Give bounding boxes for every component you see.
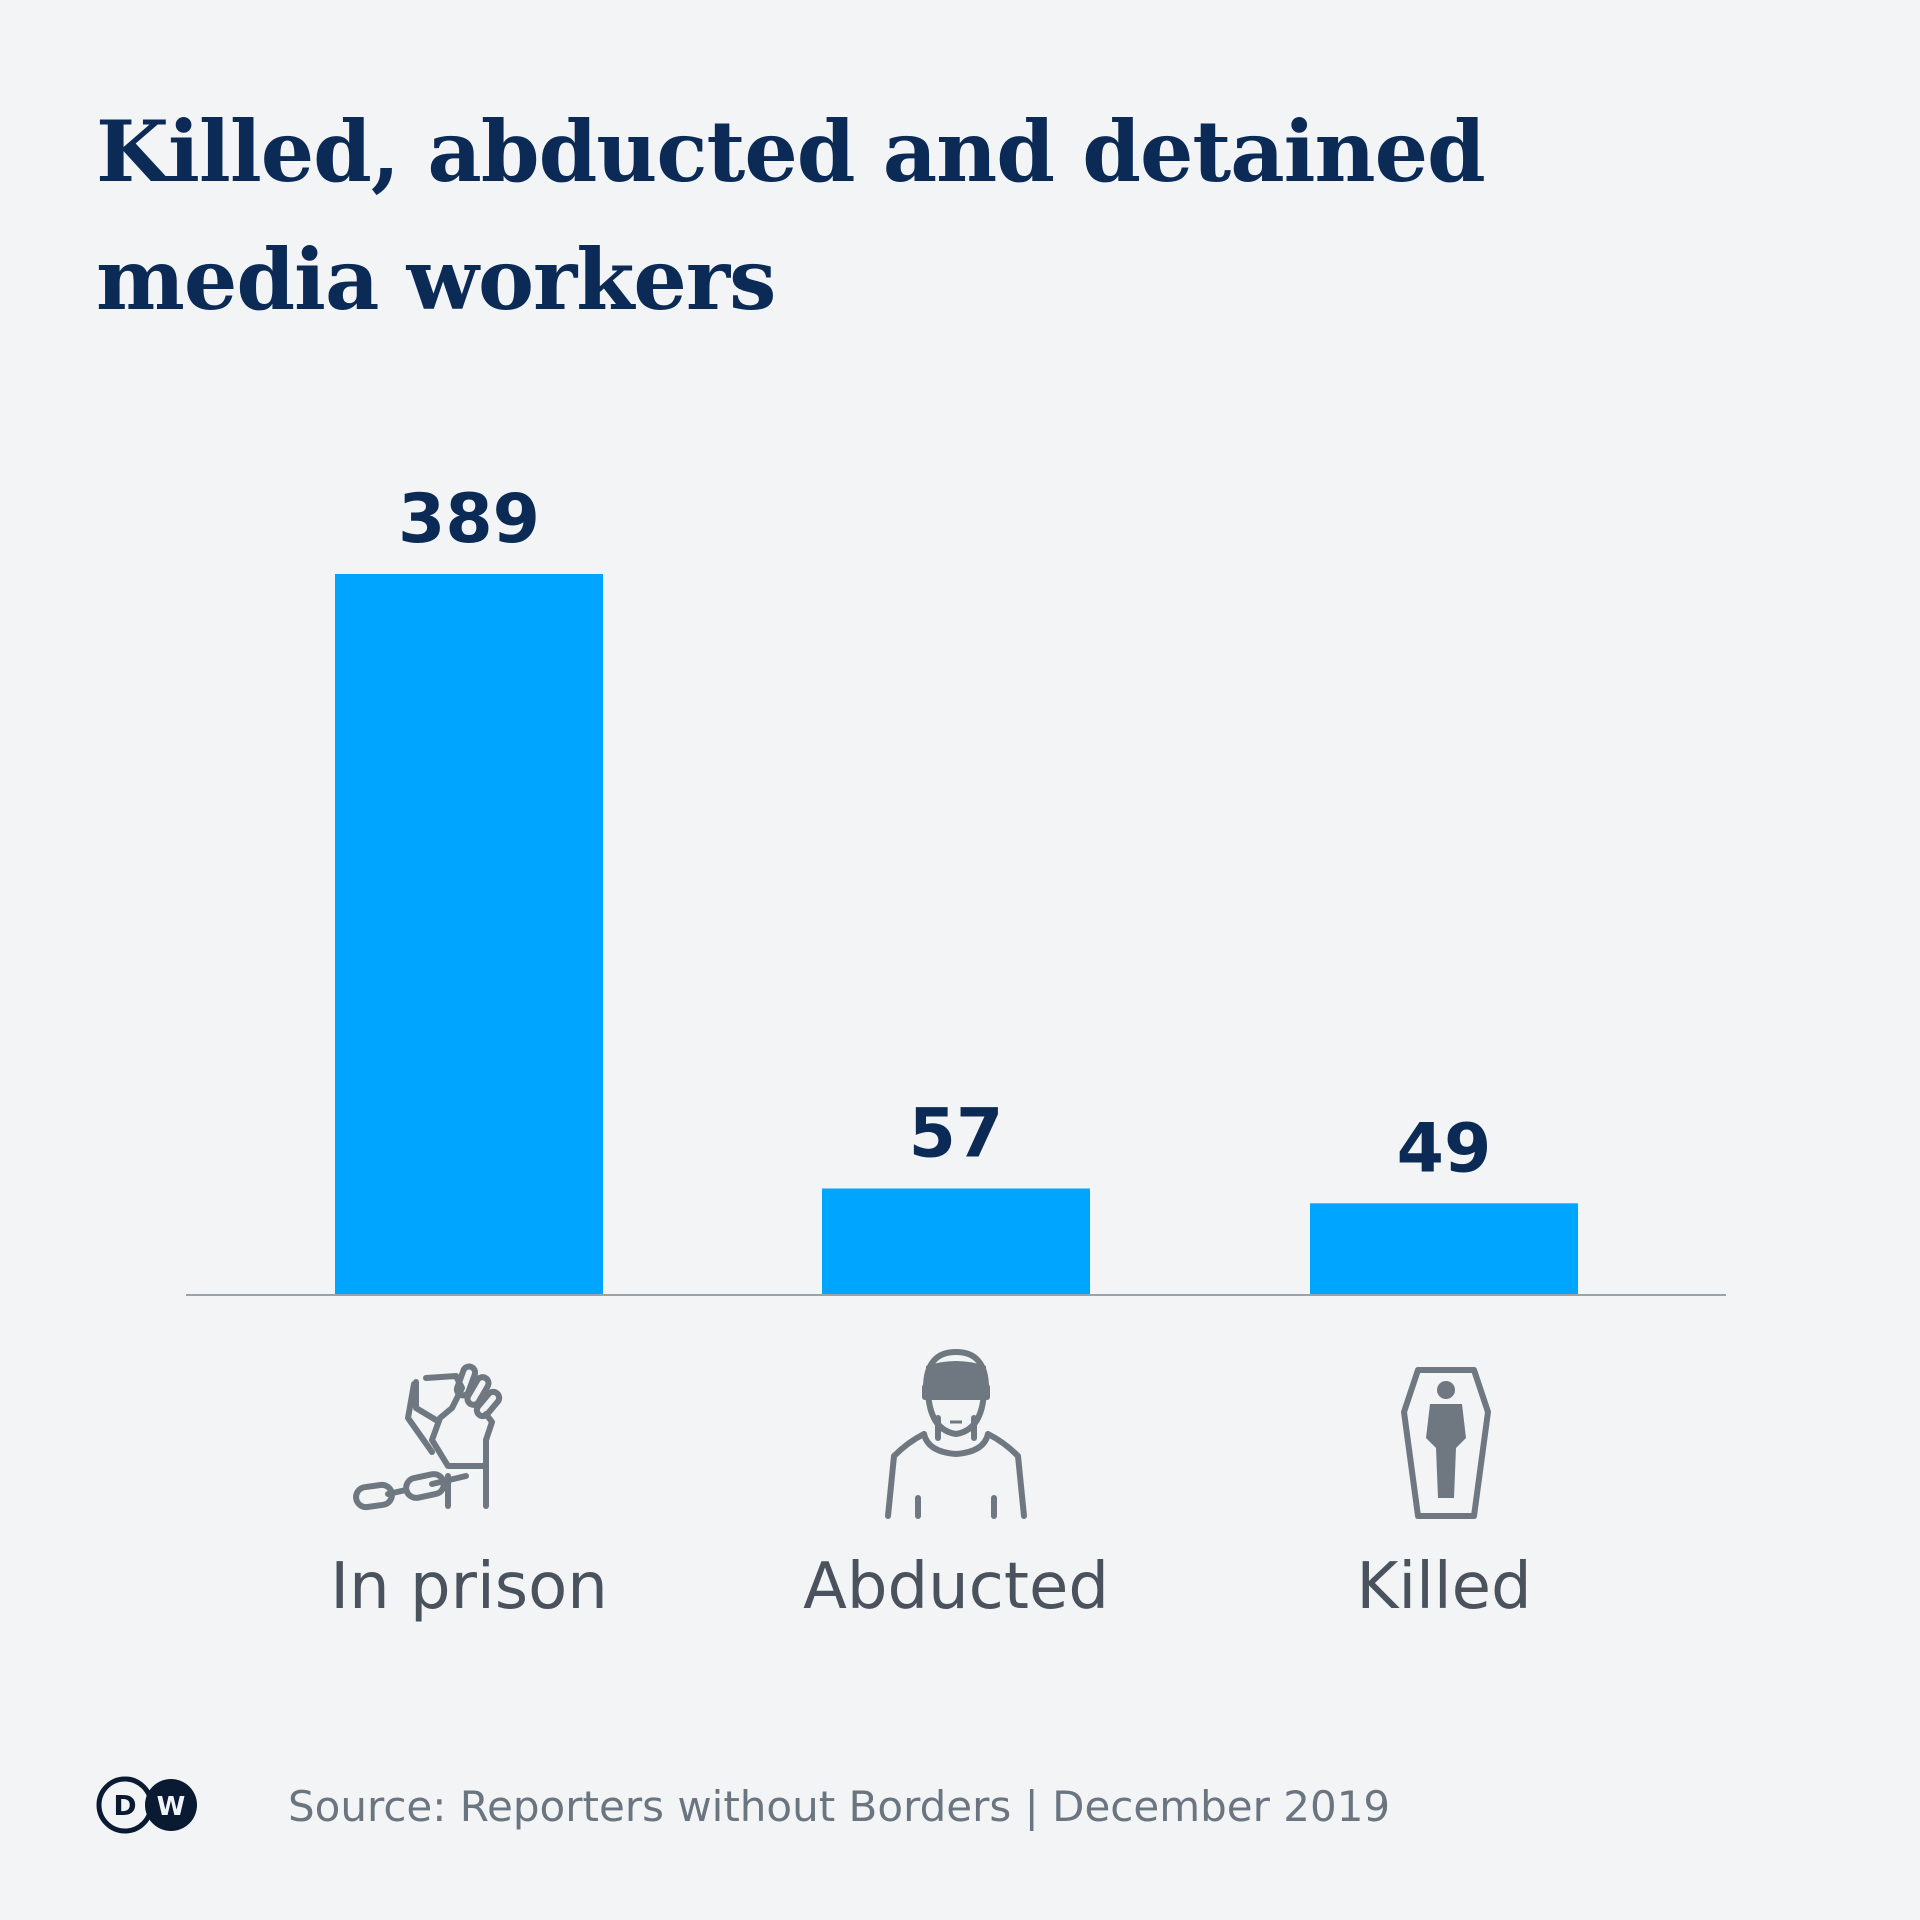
- title-line-1: Killed, abducted and detained: [96, 102, 1486, 201]
- bar-in-prison: [335, 574, 603, 1294]
- fist-chain-icon: [353, 1363, 503, 1511]
- title-line-2: media workers: [96, 230, 776, 329]
- value-label: 389: [398, 480, 540, 559]
- bar-abducted: [822, 1188, 1090, 1294]
- bar-chart: 389 In prison 57 Abducted 49 Killed: [186, 480, 1726, 1624]
- category-label: Killed: [1356, 1550, 1531, 1624]
- category-label: In prison: [330, 1550, 608, 1624]
- blindfolded-person-icon: [885, 1349, 1027, 1519]
- value-label: 57: [909, 1094, 1004, 1173]
- dw-logo: D W: [96, 1776, 197, 1834]
- coffin-icon: [1401, 1367, 1491, 1519]
- category-label: Abducted: [803, 1550, 1109, 1624]
- bar-killed: [1310, 1203, 1578, 1294]
- value-label: 49: [1397, 1109, 1492, 1188]
- chart-title: Killed, abducted and detained media work…: [96, 88, 1596, 344]
- svg-text:W: W: [157, 1792, 186, 1822]
- source-note: Source: Reporters without Borders | Dece…: [288, 1782, 1391, 1831]
- svg-text:D: D: [113, 1789, 136, 1822]
